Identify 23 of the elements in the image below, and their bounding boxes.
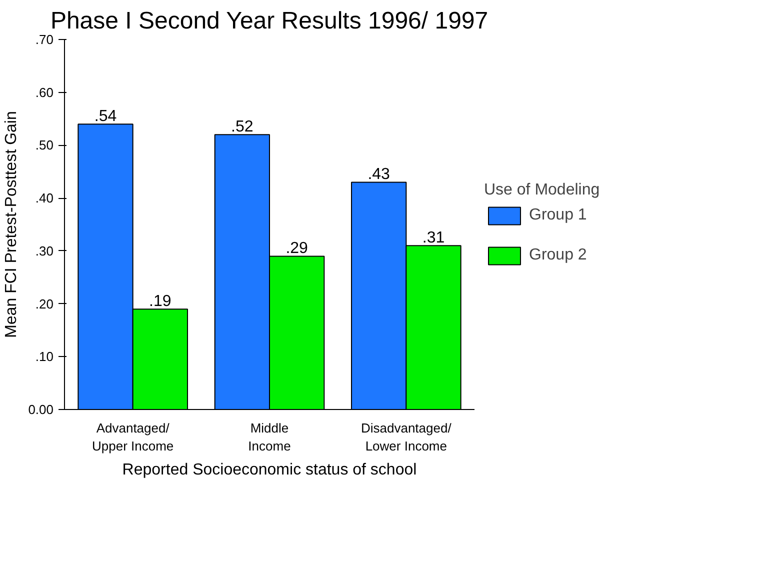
x-tick-label: Middle Income xyxy=(248,420,291,454)
y-tick-label: .40 xyxy=(35,190,54,206)
x-axis-title: Reported Socioeconomic status of school xyxy=(122,462,417,478)
legend-label: Group 1 xyxy=(529,206,587,224)
y-tick-label: .10 xyxy=(35,349,54,364)
chart-title: Phase I Second Year Results 1996/ 1997 xyxy=(50,8,488,34)
y-tick-label: 0.00 xyxy=(28,402,54,417)
y-tick-label: .70 xyxy=(35,32,54,47)
data-label: .29 xyxy=(286,240,308,258)
data-label: .43 xyxy=(368,166,390,184)
y-tick-label: .60 xyxy=(35,84,54,100)
legend-title: Use of Modeling xyxy=(484,182,600,200)
data-label: .31 xyxy=(422,230,445,247)
y-axis-title: Mean FCI Pretest-Posttest Gain xyxy=(3,111,20,338)
data-label: .52 xyxy=(231,118,254,136)
x-tick-label: Advantaged/ Upper Income xyxy=(92,420,174,454)
y-tick-label: .20 xyxy=(35,296,54,312)
legend-label: Group 2 xyxy=(529,246,587,264)
data-label: .54 xyxy=(94,108,117,126)
data-label: .19 xyxy=(149,293,172,310)
x-tick-label: Disadvantaged/ Lower Income xyxy=(360,420,452,454)
y-tick-label: .30 xyxy=(35,243,54,258)
y-tick-label: .50 xyxy=(35,138,54,153)
